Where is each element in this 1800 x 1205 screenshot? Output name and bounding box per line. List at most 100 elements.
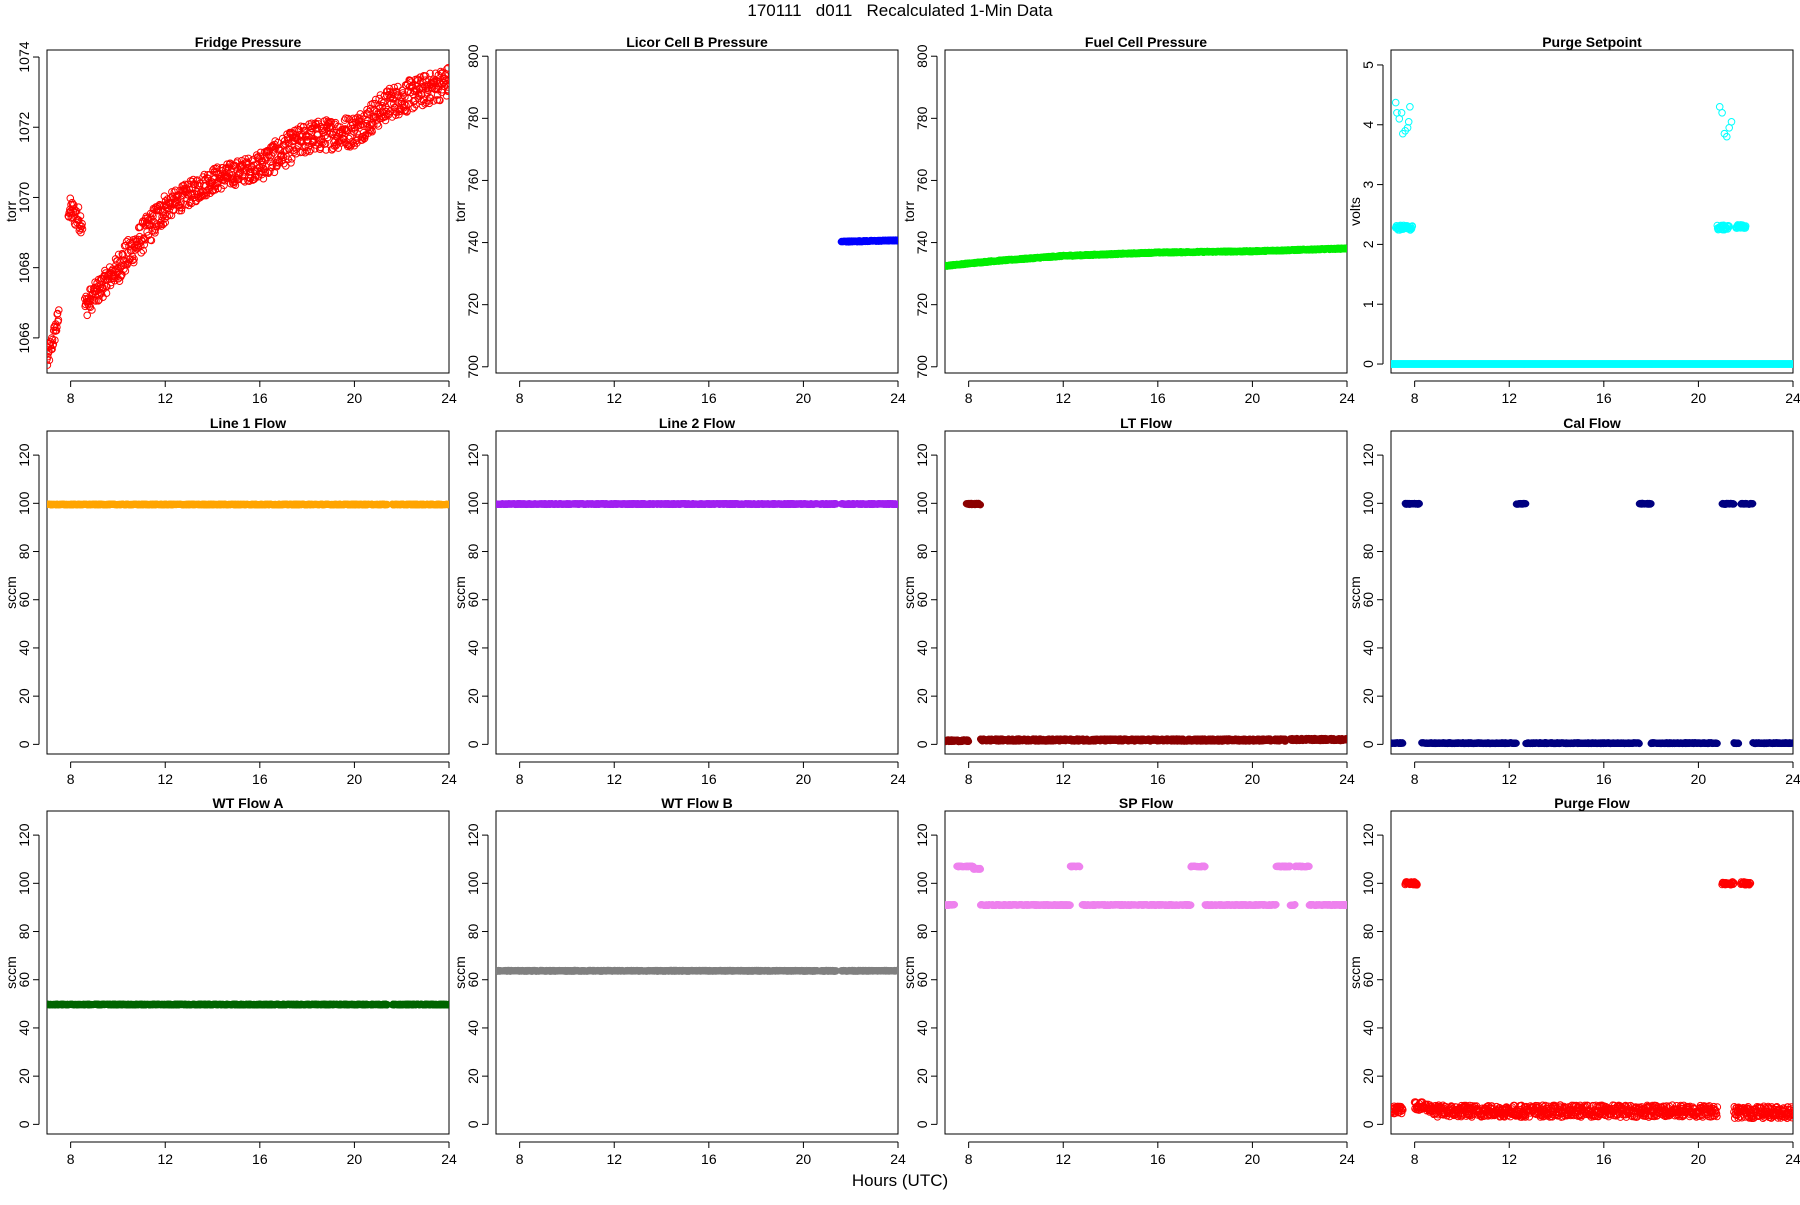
data-point bbox=[1392, 99, 1399, 106]
data-point bbox=[84, 312, 91, 319]
x-tick-label: 16 bbox=[1596, 390, 1612, 406]
chart-title: Line 2 Flow bbox=[659, 415, 735, 431]
plot-frame bbox=[945, 50, 1347, 373]
data-point bbox=[1405, 119, 1412, 126]
x-tick-label: 12 bbox=[1501, 390, 1517, 406]
x-tick-label: 8 bbox=[67, 390, 75, 406]
data-point bbox=[1344, 246, 1351, 253]
y-tick-label: 20 bbox=[465, 688, 481, 704]
y-tick-label: 120 bbox=[465, 443, 481, 467]
data-series bbox=[942, 245, 1351, 270]
x-tick-label: 8 bbox=[516, 390, 524, 406]
y-tick-label: 740 bbox=[465, 231, 481, 255]
y-tick-label: 80 bbox=[16, 544, 32, 560]
x-tick-label: 20 bbox=[1245, 390, 1261, 406]
y-tick-label: 2 bbox=[1360, 240, 1376, 248]
y-tick-label: 20 bbox=[16, 688, 32, 704]
y-tick-label: 1066 bbox=[16, 322, 32, 353]
y-tick-label: 40 bbox=[465, 640, 481, 656]
y-tick-label: 80 bbox=[465, 544, 481, 560]
chart-title: Licor Cell B Pressure bbox=[626, 34, 768, 50]
data-point bbox=[1719, 110, 1726, 117]
x-tick-label: 24 bbox=[890, 771, 906, 787]
plot-frame bbox=[1391, 50, 1793, 373]
y-tick-label: 740 bbox=[914, 231, 930, 255]
data-series bbox=[44, 501, 453, 509]
x-tick-label: 12 bbox=[157, 771, 173, 787]
y-tick-label: 800 bbox=[914, 44, 930, 68]
y-tick-label: 0 bbox=[16, 740, 32, 748]
y-tick-label: 1074 bbox=[16, 41, 32, 72]
y-axis-label: torr bbox=[901, 201, 917, 222]
y-tick-label: 1 bbox=[1360, 300, 1376, 308]
x-tick-label: 12 bbox=[606, 771, 622, 787]
data-point bbox=[375, 123, 382, 130]
y-tick-label: 800 bbox=[465, 44, 481, 68]
y-tick-label: 5 bbox=[1360, 61, 1376, 69]
y-tick-label: 1072 bbox=[16, 111, 32, 142]
data-point bbox=[895, 237, 902, 244]
y-tick-label: 0 bbox=[465, 740, 481, 748]
x-tick-label: 24 bbox=[441, 771, 457, 787]
chart-title: Line 1 Flow bbox=[210, 415, 286, 431]
x-tick-label: 8 bbox=[1411, 390, 1419, 406]
y-tick-label: 4 bbox=[1360, 121, 1376, 129]
y-tick-label: 760 bbox=[914, 169, 930, 193]
y-tick-label: 780 bbox=[914, 106, 930, 130]
y-tick-label: 0 bbox=[1360, 360, 1376, 368]
x-tick-label: 16 bbox=[252, 390, 268, 406]
plot-frame bbox=[496, 431, 898, 754]
plot-frame bbox=[47, 431, 449, 754]
y-tick-label: 720 bbox=[914, 293, 930, 317]
data-point bbox=[1728, 119, 1735, 126]
x-tick-label: 8 bbox=[516, 771, 524, 787]
y-tick-label: 1070 bbox=[16, 182, 32, 213]
x-tick-label: 12 bbox=[1055, 390, 1071, 406]
x-tick-label: 24 bbox=[1339, 390, 1355, 406]
x-tick-label: 8 bbox=[965, 390, 973, 406]
x-tick-label: 24 bbox=[441, 390, 457, 406]
data-point bbox=[1398, 110, 1405, 117]
chart-panel: Fuel Cell Pressure torr 8 12 16 20 24 700 720 740… bbox=[901, 34, 1355, 406]
y-tick-label: 700 bbox=[914, 355, 930, 379]
x-tick-label: 24 bbox=[890, 390, 906, 406]
y-tick-label: 760 bbox=[465, 169, 481, 193]
y-tick-label: 40 bbox=[16, 640, 32, 656]
y-tick-label: 700 bbox=[465, 355, 481, 379]
y-tick-label: 780 bbox=[465, 106, 481, 130]
data-series bbox=[1388, 99, 1797, 367]
y-tick-label: 120 bbox=[16, 443, 32, 467]
data-point bbox=[446, 501, 453, 508]
plot-frame bbox=[496, 50, 898, 373]
data-series bbox=[838, 237, 901, 246]
y-tick-label: 60 bbox=[16, 592, 32, 608]
y-tick-label: 720 bbox=[465, 293, 481, 317]
x-tick-label: 20 bbox=[347, 390, 363, 406]
x-tick-label: 20 bbox=[1691, 390, 1707, 406]
data-point bbox=[1407, 104, 1414, 111]
x-tick-label: 16 bbox=[252, 771, 268, 787]
y-tick-label: 60 bbox=[465, 592, 481, 608]
y-axis-label: torr bbox=[452, 201, 468, 222]
data-series bbox=[44, 65, 453, 369]
x-tick-label: 12 bbox=[157, 390, 173, 406]
data-series bbox=[493, 500, 902, 508]
x-tick-label: 20 bbox=[347, 771, 363, 787]
y-tick-label: 3 bbox=[1360, 180, 1376, 188]
x-tick-label: 20 bbox=[796, 771, 812, 787]
chart-title: Fridge Pressure bbox=[195, 34, 302, 50]
x-tick-label: 16 bbox=[701, 771, 717, 787]
chart-title: Purge Setpoint bbox=[1542, 34, 1642, 50]
chart-title: Fuel Cell Pressure bbox=[1085, 34, 1207, 50]
y-axis-label: volts bbox=[1347, 197, 1363, 226]
x-tick-label: 16 bbox=[701, 390, 717, 406]
x-tick-label: 8 bbox=[67, 771, 75, 787]
x-tick-label: 16 bbox=[1150, 390, 1166, 406]
